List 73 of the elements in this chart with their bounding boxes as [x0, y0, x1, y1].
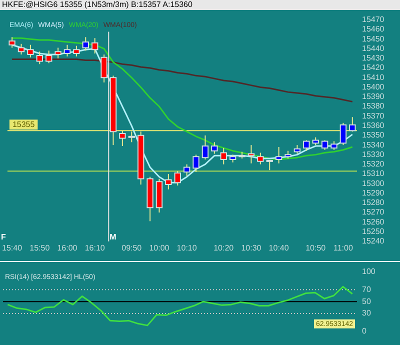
candlestick [119, 130, 126, 147]
y-tick-label: 30 [362, 308, 372, 318]
x-tick-label: 09:50 [122, 243, 142, 252]
candlestick [73, 45, 80, 57]
chart-title: HKFE:@HSIG6 15355 (1N53m/3m) B:15357 A:15360 [0, 0, 400, 10]
y-tick-label: 15310 [362, 169, 385, 178]
candlestick [82, 36, 89, 52]
candlestick [266, 160, 273, 171]
candlestick [340, 122, 347, 146]
x-tick-label: 10:00 [149, 243, 170, 252]
text: F [1, 232, 6, 242]
candlestick [100, 54, 108, 83]
candlestick [91, 38, 98, 54]
x-tick-label: 10:40 [268, 243, 290, 252]
y-tick-label: 15440 [362, 44, 385, 53]
candlestick [248, 144, 255, 164]
y-tick-label: 15460 [362, 24, 385, 34]
x-tick-label: 10:10 [176, 243, 198, 252]
candlestick [54, 47, 62, 59]
candlestick [275, 146, 282, 164]
y-tick-label: 15370 [362, 111, 385, 120]
y-tick-label: 15290 [362, 188, 385, 198]
y-tick-label: 15420 [362, 63, 385, 72]
y-tick-label: 15350 [362, 130, 385, 140]
candlestick [64, 44, 71, 57]
y-tick-label: 15340 [362, 140, 385, 150]
candlestick [349, 116, 356, 132]
y-tick-label: 100 [362, 267, 376, 276]
y-tick-label: 15360 [362, 120, 385, 130]
candlestick [27, 44, 34, 58]
candlestick [321, 140, 328, 150]
candlestick [36, 51, 43, 65]
y-tick-label: 15410 [362, 72, 385, 82]
y-tick-label: 15330 [362, 150, 385, 159]
y-tick-label: 0 [362, 326, 367, 336]
candlestick [257, 152, 264, 165]
y-tick-label: 15240 [362, 236, 385, 246]
y-tick-label: 15300 [362, 178, 385, 188]
candlestick [220, 147, 227, 165]
candlestick [192, 154, 200, 173]
candlestick [45, 50, 52, 64]
y-tick-label: 15430 [362, 54, 385, 63]
y-tick-label: 15400 [362, 82, 385, 92]
candlestick [303, 140, 310, 152]
candlestick [202, 134, 209, 160]
candlestick [8, 36, 16, 48]
candlestick [18, 43, 25, 55]
ref-line-label: 15355 [12, 120, 36, 129]
x-tick-label: 16:10 [84, 243, 106, 252]
y-tick-label: 70 [362, 284, 372, 294]
candlestick [128, 131, 135, 143]
x-tick-label: 10:30 [241, 243, 262, 252]
y-tick-label: 15390 [362, 92, 385, 102]
candlestick [211, 142, 218, 154]
y-tick-label: 15470 [362, 15, 385, 24]
y-tick-label: 15260 [362, 217, 385, 226]
x-tick-label: 10:50 [306, 243, 326, 252]
y-tick-label: 15270 [362, 208, 385, 217]
x-tick-label: 15:50 [30, 243, 50, 252]
y-tick-label: 15280 [362, 198, 385, 208]
x-tick-label: 16:00 [57, 243, 78, 252]
y-tick-label: 15380 [362, 102, 385, 111]
candlestick [165, 173, 172, 190]
x-tick-label: 11:00 [333, 243, 354, 252]
annotation: M [110, 232, 117, 242]
y-tick-label: 15450 [362, 34, 385, 44]
y-tick-label: 15320 [362, 160, 385, 169]
candlestick [174, 170, 181, 186]
y-tick-label: 50 [362, 296, 372, 306]
y-tick-label: 15250 [362, 226, 385, 236]
x-tick-label: 10:20 [214, 243, 234, 252]
x-tick-label: 15:40 [2, 243, 23, 252]
candlestick [183, 164, 190, 176]
